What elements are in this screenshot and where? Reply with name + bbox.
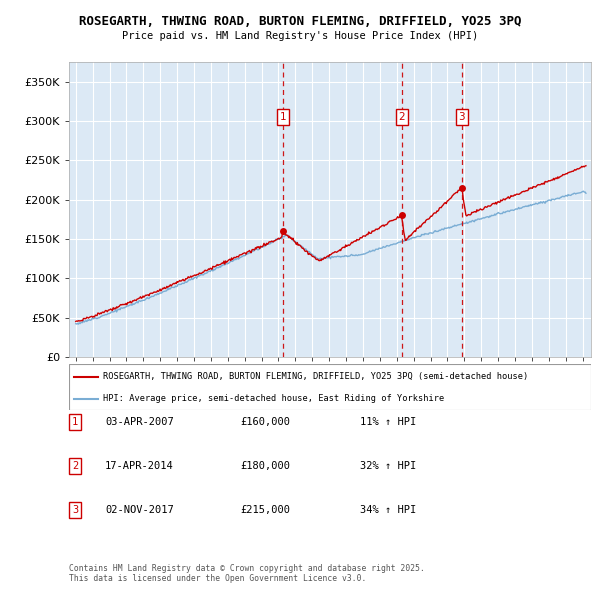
Text: 03-APR-2007: 03-APR-2007 xyxy=(105,417,174,427)
Text: ROSEGARTH, THWING ROAD, BURTON FLEMING, DRIFFIELD, YO25 3PQ (semi-detached house: ROSEGARTH, THWING ROAD, BURTON FLEMING, … xyxy=(103,372,528,381)
Text: 11% ↑ HPI: 11% ↑ HPI xyxy=(360,417,416,427)
Text: 1: 1 xyxy=(280,112,286,122)
Text: Contains HM Land Registry data © Crown copyright and database right 2025.
This d: Contains HM Land Registry data © Crown c… xyxy=(69,563,425,583)
Text: £180,000: £180,000 xyxy=(240,461,290,471)
Text: 2: 2 xyxy=(398,112,405,122)
Text: 3: 3 xyxy=(458,112,465,122)
Text: HPI: Average price, semi-detached house, East Riding of Yorkshire: HPI: Average price, semi-detached house,… xyxy=(103,394,444,403)
Text: £215,000: £215,000 xyxy=(240,506,290,515)
Text: 2: 2 xyxy=(72,461,78,471)
Text: Price paid vs. HM Land Registry's House Price Index (HPI): Price paid vs. HM Land Registry's House … xyxy=(122,31,478,41)
Text: ROSEGARTH, THWING ROAD, BURTON FLEMING, DRIFFIELD, YO25 3PQ: ROSEGARTH, THWING ROAD, BURTON FLEMING, … xyxy=(79,15,521,28)
Text: 17-APR-2014: 17-APR-2014 xyxy=(105,461,174,471)
Text: 34% ↑ HPI: 34% ↑ HPI xyxy=(360,506,416,515)
Text: £160,000: £160,000 xyxy=(240,417,290,427)
Text: 02-NOV-2017: 02-NOV-2017 xyxy=(105,506,174,515)
Text: 1: 1 xyxy=(72,417,78,427)
Text: 3: 3 xyxy=(72,506,78,515)
Text: 32% ↑ HPI: 32% ↑ HPI xyxy=(360,461,416,471)
